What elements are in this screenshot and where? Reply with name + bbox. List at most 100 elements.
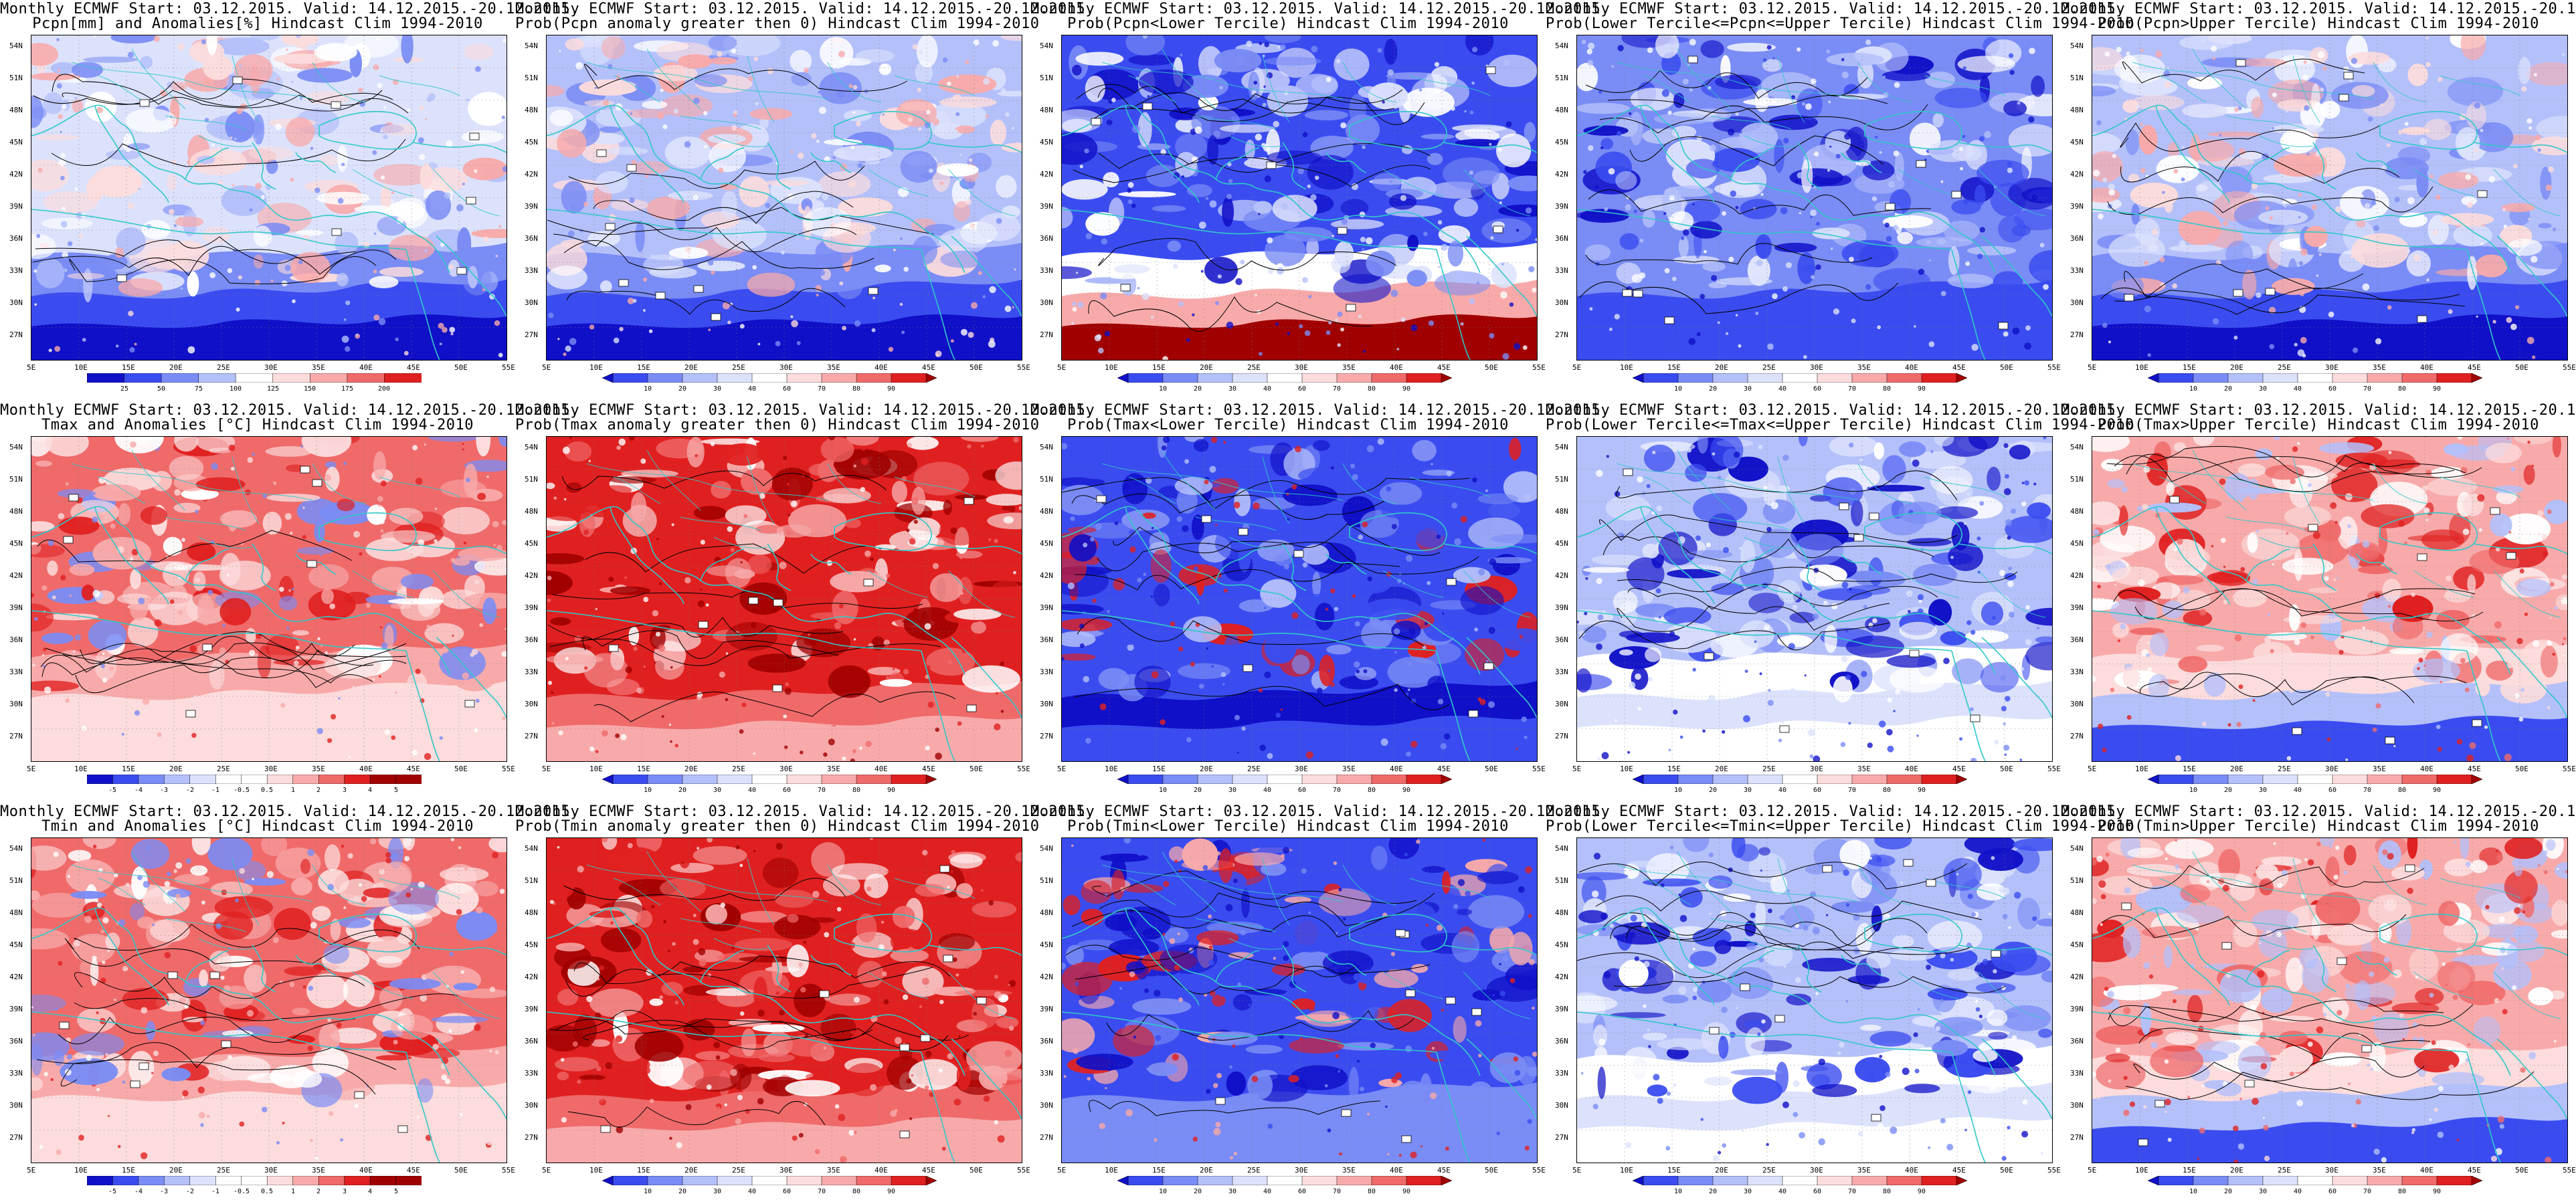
field-speckle xyxy=(86,1054,92,1061)
contour-label-box xyxy=(68,494,79,502)
field-speckle xyxy=(595,608,597,610)
field-blob xyxy=(1489,926,1515,954)
field-blob xyxy=(1401,1080,1426,1096)
longitude-label: 25E xyxy=(217,363,230,372)
field-blob xyxy=(2251,96,2264,118)
field-speckle xyxy=(1679,735,1683,739)
field-speckle xyxy=(1813,186,1817,189)
field-blob xyxy=(2166,482,2175,496)
field-blob xyxy=(747,555,772,575)
field-blob xyxy=(1678,236,1689,258)
coastline xyxy=(1730,147,1775,180)
field-speckle xyxy=(947,1053,953,1060)
field-speckle xyxy=(380,130,383,133)
field-blob xyxy=(1150,549,1172,583)
field-blob xyxy=(2440,633,2478,664)
field-blob xyxy=(2552,437,2561,458)
country-border xyxy=(1677,48,1732,110)
field-speckle xyxy=(988,340,996,348)
field-speckle xyxy=(244,697,250,704)
coastline xyxy=(31,506,256,598)
colorbar-segment xyxy=(2193,373,2229,383)
country-border xyxy=(947,570,1016,618)
field-speckle xyxy=(567,230,575,237)
field-speckle xyxy=(1234,714,1240,720)
field-speckle xyxy=(994,975,998,979)
field-speckle xyxy=(57,69,61,72)
field-speckle xyxy=(629,197,635,203)
field-speckle xyxy=(2227,723,2231,727)
field-blob xyxy=(381,862,412,892)
field-speckle xyxy=(1836,292,1843,300)
country-border xyxy=(1342,62,1397,103)
field-speckle xyxy=(463,541,467,545)
field-speckle xyxy=(1460,437,1468,443)
field-speckle xyxy=(1192,313,1195,316)
country-border xyxy=(98,878,146,906)
field-speckle xyxy=(1363,669,1368,674)
field-speckle xyxy=(1109,498,1112,502)
country-border xyxy=(232,55,260,123)
field-speckle xyxy=(1194,126,1202,134)
field-speckle xyxy=(449,326,456,333)
field-blob xyxy=(2334,629,2389,655)
field-speckle xyxy=(1085,233,1092,239)
field-speckle xyxy=(793,1126,801,1134)
field-speckle xyxy=(253,138,257,142)
contour-line xyxy=(52,74,383,108)
field-blob xyxy=(1326,644,1352,655)
field-speckle xyxy=(1013,437,1019,443)
field-speckle xyxy=(1340,122,1347,128)
field-blob xyxy=(555,875,575,898)
field-speckle xyxy=(2239,499,2243,503)
field-speckle xyxy=(2252,579,2258,585)
longitude-label: 40E xyxy=(875,1166,888,1175)
field-speckle xyxy=(565,657,569,661)
country-border xyxy=(1924,75,2006,96)
field-speckle xyxy=(2398,520,2405,527)
field-speckle xyxy=(2140,48,2144,52)
field-blob xyxy=(1655,35,1679,59)
field-speckle xyxy=(1596,470,1603,477)
field-speckle xyxy=(950,870,953,873)
field-speckle xyxy=(1614,314,1620,320)
field-speckle xyxy=(1680,236,1685,240)
field-speckle xyxy=(492,520,499,528)
field-blob xyxy=(1667,569,1722,579)
field-blob xyxy=(1076,1054,1133,1071)
field-speckle xyxy=(2211,45,2217,52)
field-speckle xyxy=(290,177,294,182)
contour-line xyxy=(2120,150,2400,184)
field-blob xyxy=(1098,668,1129,690)
field-speckle xyxy=(2554,606,2558,610)
field-speckle xyxy=(1962,199,1968,205)
field-speckle xyxy=(2303,60,2307,64)
field-speckle xyxy=(731,946,735,950)
field-speckle xyxy=(1782,286,1788,292)
longitude-label: 15E xyxy=(637,1166,650,1175)
field-blob xyxy=(1363,598,1421,621)
field-blob xyxy=(175,216,204,227)
colorbar-tick-label: 0.5 xyxy=(260,1188,274,1195)
field-speckle xyxy=(788,514,791,516)
field-blob xyxy=(1107,272,1140,280)
field-speckle xyxy=(2007,536,2011,540)
field-speckle xyxy=(865,740,872,747)
field-blob xyxy=(284,966,322,977)
colorbar-tick-label: 70 xyxy=(817,1188,826,1195)
colorbar-tick-label: -4 xyxy=(134,1188,143,1195)
contour-label-box xyxy=(943,955,953,963)
field-speckle xyxy=(142,698,150,705)
field-blob xyxy=(2407,534,2460,542)
field-speckle xyxy=(2211,544,2214,548)
forecast-panel: Monthly ECMWF Start: 03.12.2015. Valid: … xyxy=(1546,401,2134,803)
field-speckle xyxy=(652,610,659,617)
longitude-label: 45E xyxy=(922,765,935,773)
field-speckle xyxy=(1810,215,1813,219)
contour-label-box xyxy=(63,536,74,544)
field-speckle xyxy=(1759,672,1762,676)
field-speckle xyxy=(33,269,37,273)
field-speckle xyxy=(1000,662,1004,666)
field-blob xyxy=(118,503,131,525)
field-speckle xyxy=(2108,189,2116,196)
